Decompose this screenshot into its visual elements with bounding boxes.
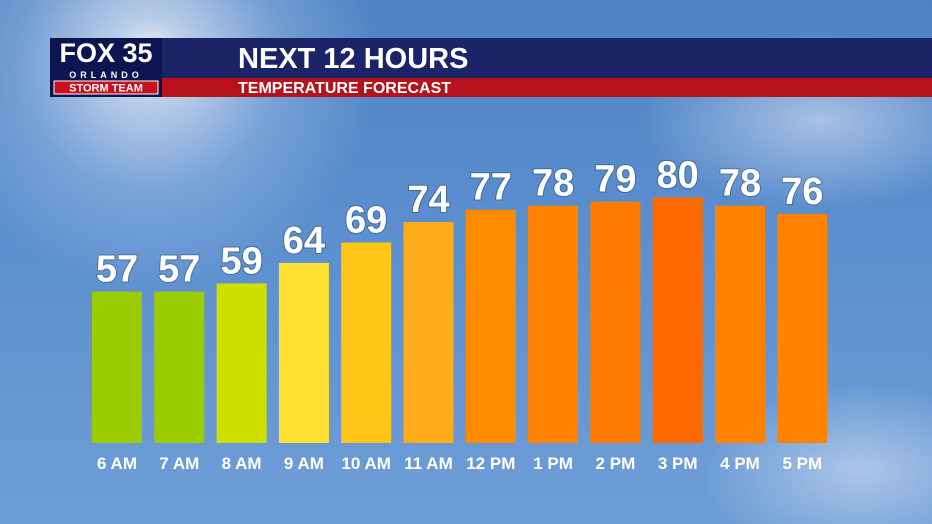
value-label: 78: [532, 163, 574, 205]
value-label: 78: [719, 163, 761, 205]
bar: [528, 205, 579, 443]
bar: [652, 197, 703, 443]
x-tick-label: 6 AM: [97, 454, 137, 473]
logo-market: ORLANDO: [69, 70, 143, 80]
x-tick-label: 2 PM: [596, 454, 636, 473]
bar: [590, 201, 641, 443]
bar: [715, 205, 765, 443]
value-label: 80: [657, 154, 699, 196]
value-label: 57: [96, 249, 138, 291]
title-band: [50, 38, 932, 78]
x-tick-label: 7 AM: [159, 454, 199, 473]
bar: [341, 242, 392, 443]
x-tick-label: 5 PM: [782, 454, 822, 473]
value-label: 79: [594, 159, 636, 201]
bar: [777, 213, 828, 443]
bar: [216, 283, 267, 443]
value-label: 76: [781, 171, 823, 213]
value-label: 59: [220, 240, 262, 282]
value-label: 77: [470, 167, 512, 209]
x-tick-label: 10 AM: [341, 454, 390, 473]
chart-subtitle: TEMPERATURE FORECAST: [238, 80, 451, 97]
value-label: 64: [283, 220, 325, 262]
x-tick-label: 11 AM: [404, 454, 453, 473]
bar: [154, 291, 205, 443]
x-tick-label: 12 PM: [466, 454, 515, 473]
value-label: 69: [345, 199, 387, 241]
bar: [403, 222, 454, 443]
logo-brand: STORM TEAM: [69, 83, 143, 95]
x-tick-label: 8 AM: [222, 454, 262, 473]
x-tick-label: 1 PM: [533, 454, 573, 473]
logo-brand-box: [53, 80, 159, 95]
x-tick-label: 9 AM: [284, 454, 324, 473]
value-label: 74: [407, 179, 449, 221]
bar: [92, 291, 142, 443]
value-label: 57: [158, 249, 200, 291]
logo-station: FOX 35: [59, 38, 152, 68]
x-tick-label: 4 PM: [720, 454, 760, 473]
bar: [465, 209, 516, 443]
x-tick-label: 3 PM: [658, 454, 698, 473]
chart-title: NEXT 12 HOURS: [238, 43, 468, 75]
subtitle-band: [50, 78, 932, 97]
bar: [278, 262, 329, 443]
